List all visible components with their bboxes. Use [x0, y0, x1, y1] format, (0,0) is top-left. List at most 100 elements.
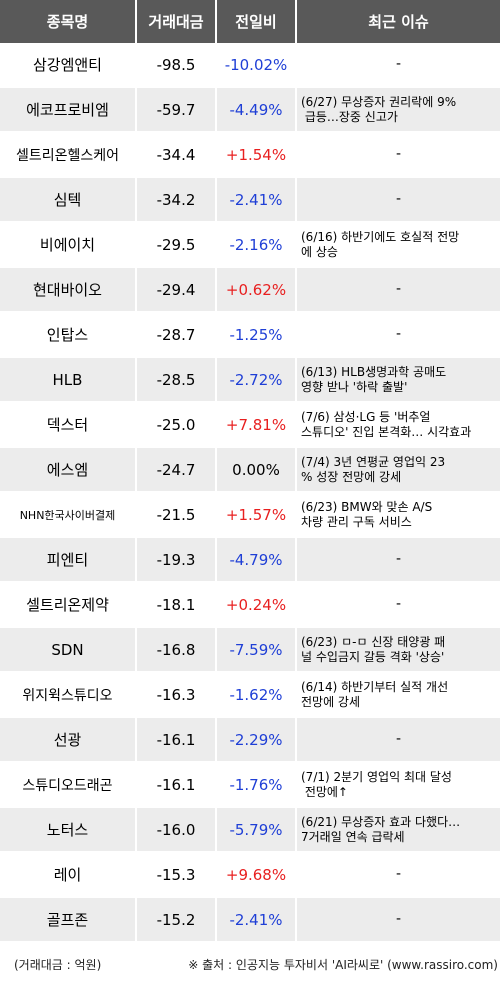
change-rate-cell: +0.62%	[216, 267, 297, 313]
table-row: 현대바이오 -29.4 +0.62% -	[0, 267, 500, 313]
table-row: 에스엠 -24.7 0.00% (7/4) 3년 연평균 영업익 23 % 성장 전망…	[0, 447, 500, 493]
trade-volume-cell: -18.1	[136, 582, 217, 628]
stock-name-cell: 삼강엠앤티	[0, 43, 137, 88]
stock-name-cell: 인탑스	[0, 312, 137, 358]
recent-issue-cell: -	[296, 537, 500, 583]
header-change-rate: 전일비	[216, 0, 297, 43]
change-rate-cell: +7.81%	[216, 402, 297, 448]
source-note: ※ 출처 : 인공지능 투자비서 'AI라씨로' (www.rassiro.co…	[188, 958, 498, 972]
trade-volume-cell: -29.5	[136, 222, 217, 268]
recent-issue-cell: -	[296, 897, 500, 943]
stock-name-cell: 덱스터	[0, 402, 137, 448]
recent-issue-cell: -	[296, 177, 500, 223]
stock-name-cell: 골프존	[0, 897, 137, 943]
footer: (거래대금 : 억원) ※ 출처 : 인공지능 투자비서 'AI라씨로' (ww…	[0, 950, 500, 980]
change-rate-cell: -2.41%	[216, 897, 297, 943]
stock-name-cell: 선광	[0, 717, 137, 763]
stock-name-cell: 비에이치	[0, 222, 137, 268]
recent-issue-cell: -	[296, 312, 500, 358]
change-rate-cell: +1.54%	[216, 132, 297, 178]
stock-name-cell: 에스엠	[0, 447, 137, 493]
recent-issue-cell: -	[296, 582, 500, 628]
table-row: 피엔티 -19.3 -4.79% -	[0, 537, 500, 583]
table-row: 위지윅스튜디오 -16.3 -1.62% (6/14) 하반기부터 실적 개선 전망에…	[0, 672, 500, 718]
change-rate-cell: +1.57%	[216, 492, 297, 538]
stock-name-cell: SDN	[0, 627, 137, 673]
recent-issue-cell: (6/21) 무상증자 효과 다했다… 7거래일 연속 급락세	[296, 807, 500, 853]
change-rate-cell: -5.79%	[216, 807, 297, 853]
trade-volume-cell: -28.5	[136, 357, 217, 403]
change-rate-cell: +9.68%	[216, 852, 297, 898]
stock-name-cell: 셀트리온헬스케어	[0, 132, 137, 178]
table-body: 삼강엠앤티 -98.5 -10.02% - 에코프로비엠 -59.7 -4.49% (6/27…	[0, 43, 500, 943]
trade-volume-cell: -16.8	[136, 627, 217, 673]
stock-name-cell: NHN한국사이버결제	[0, 492, 137, 538]
table-row: NHN한국사이버결제 -21.5 +1.57% (6/23) BMW와 맞손 A/S …	[0, 492, 500, 538]
recent-issue-cell: (6/13) HLB생명과학 공매도 영향 받나 '하락 출발'	[296, 357, 500, 403]
trade-volume-cell: -16.0	[136, 807, 217, 853]
table-row: 인탑스 -28.7 -1.25% -	[0, 312, 500, 358]
table-row: 덱스터 -25.0 +7.81% (7/6) 삼성·LG 등 '버추얼 스튜디오' 진…	[0, 402, 500, 448]
recent-issue-cell: -	[296, 132, 500, 178]
table-row: 스튜디오드래곤 -16.1 -1.76% (7/1) 2분기 영업익 최대 달성 전망…	[0, 762, 500, 808]
stock-name-cell: 셀트리온제약	[0, 582, 137, 628]
table-row: 삼강엠앤티 -98.5 -10.02% -	[0, 43, 500, 88]
stock-table: 종목명 거래대금 전일비 최근 이슈 삼강엠앤티 -98.5 -10.02% - 에코프…	[0, 0, 500, 943]
trade-volume-cell: -16.1	[136, 717, 217, 763]
change-rate-cell: -1.25%	[216, 312, 297, 358]
change-rate-cell: +0.24%	[216, 582, 297, 628]
recent-issue-cell: (6/27) 무상증자 권리락에 9% 급등…장중 신고가	[296, 87, 500, 133]
change-rate-cell: -1.62%	[216, 672, 297, 718]
table-row: 셀트리온헬스케어 -34.4 +1.54% -	[0, 132, 500, 178]
trade-volume-cell: -15.3	[136, 852, 217, 898]
recent-issue-cell: (6/23) BMW와 맞손 A/S 차량 관리 구독 서비스	[296, 492, 500, 538]
trade-volume-cell: -25.0	[136, 402, 217, 448]
change-rate-cell: -2.16%	[216, 222, 297, 268]
recent-issue-cell: (7/1) 2분기 영업익 최대 달성 전망에↑	[296, 762, 500, 808]
table-header-row: 종목명 거래대금 전일비 최근 이슈	[0, 0, 500, 43]
table-row: 선광 -16.1 -2.29% -	[0, 717, 500, 763]
recent-issue-cell: (6/16) 하반기에도 호실적 전망 에 상승	[296, 222, 500, 268]
recent-issue-cell: (7/4) 3년 연평균 영업익 23 % 성장 전망에 강세	[296, 447, 500, 493]
recent-issue-cell: -	[296, 717, 500, 763]
table-row: 노터스 -16.0 -5.79% (6/21) 무상증자 효과 다했다… 7거래일 연…	[0, 807, 500, 853]
trade-volume-cell: -59.7	[136, 87, 217, 133]
change-rate-cell: -2.72%	[216, 357, 297, 403]
recent-issue-cell: (6/14) 하반기부터 실적 개선 전망에 강세	[296, 672, 500, 718]
table-row: 레이 -15.3 +9.68% -	[0, 852, 500, 898]
stock-name-cell: HLB	[0, 357, 137, 403]
trade-volume-cell: -34.2	[136, 177, 217, 223]
stock-name-cell: 위지윅스튜디오	[0, 672, 137, 718]
stock-name-cell: 심텍	[0, 177, 137, 223]
trade-volume-cell: -16.3	[136, 672, 217, 718]
change-rate-cell: -10.02%	[216, 43, 297, 88]
trade-volume-cell: -34.4	[136, 132, 217, 178]
trade-volume-cell: -15.2	[136, 897, 217, 943]
table-row: 비에이치 -29.5 -2.16% (6/16) 하반기에도 호실적 전망 에 상승	[0, 222, 500, 268]
change-rate-cell: -2.41%	[216, 177, 297, 223]
header-stock-name: 종목명	[0, 0, 137, 43]
trade-volume-cell: -24.7	[136, 447, 217, 493]
stock-name-cell: 노터스	[0, 807, 137, 853]
table-row: SDN -16.8 -7.59% (6/23) ㅁ-ㅁ 신장 태양광 패 널 수입금지…	[0, 627, 500, 673]
trade-volume-cell: -21.5	[136, 492, 217, 538]
stock-name-cell: 에코프로비엠	[0, 87, 137, 133]
stock-name-cell: 레이	[0, 852, 137, 898]
table-row: 골프존 -15.2 -2.41% -	[0, 897, 500, 943]
change-rate-cell: -2.29%	[216, 717, 297, 763]
change-rate-cell: -4.49%	[216, 87, 297, 133]
trade-volume-cell: -16.1	[136, 762, 217, 808]
table-row: 셀트리온제약 -18.1 +0.24% -	[0, 582, 500, 628]
change-rate-cell: 0.00%	[216, 447, 297, 493]
change-rate-cell: -7.59%	[216, 627, 297, 673]
recent-issue-cell: (6/23) ㅁ-ㅁ 신장 태양광 패 널 수입금지 갈등 격화 '상승'	[296, 627, 500, 673]
recent-issue-cell: (7/6) 삼성·LG 등 '버추얼 스튜디오' 진입 본격화… 시각효과	[296, 402, 500, 448]
header-recent-issue: 최근 이슈	[296, 0, 500, 43]
unit-note: (거래대금 : 억원)	[14, 958, 102, 972]
change-rate-cell: -1.76%	[216, 762, 297, 808]
trade-volume-cell: -28.7	[136, 312, 217, 358]
trade-volume-cell: -98.5	[136, 43, 217, 88]
stock-name-cell: 피엔티	[0, 537, 137, 583]
stock-name-cell: 스튜디오드래곤	[0, 762, 137, 808]
